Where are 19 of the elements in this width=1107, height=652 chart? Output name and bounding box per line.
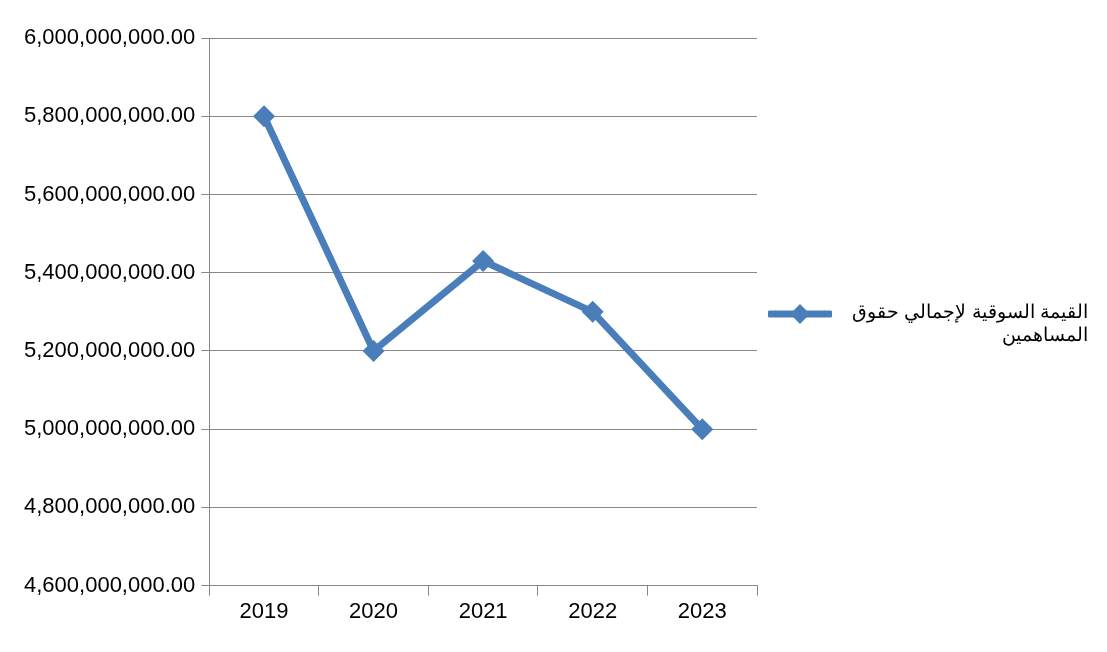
legend-label: القيمة السوقية لإجمالي حقوق المساهمين [851,300,1088,346]
point [581,300,604,323]
y-tick-label: 5,200,000,000.00 [23,336,196,362]
y-tick-label: 4,600,000,000.00 [23,571,196,597]
y-tick-label: 5,800,000,000.00 [23,102,196,128]
y-tick-label: 4,800,000,000.00 [23,493,196,519]
x-tick-label: 2020 [349,597,399,623]
x-tick-label: 2022 [568,597,618,623]
point [472,249,495,272]
x-tick-label: 2019 [239,597,289,623]
y-tick-label: 6,000,000,000.00 [23,24,196,50]
y-tick-label: 5,600,000,000.00 [23,180,196,206]
x-tick-label: 2021 [458,597,508,623]
point [362,339,385,362]
x-tick-label: 2023 [677,597,727,623]
point [691,418,714,441]
y-tick-label: 5,000,000,000.00 [23,415,196,441]
y-tick-label: 5,400,000,000.00 [23,258,196,284]
point [253,105,276,128]
